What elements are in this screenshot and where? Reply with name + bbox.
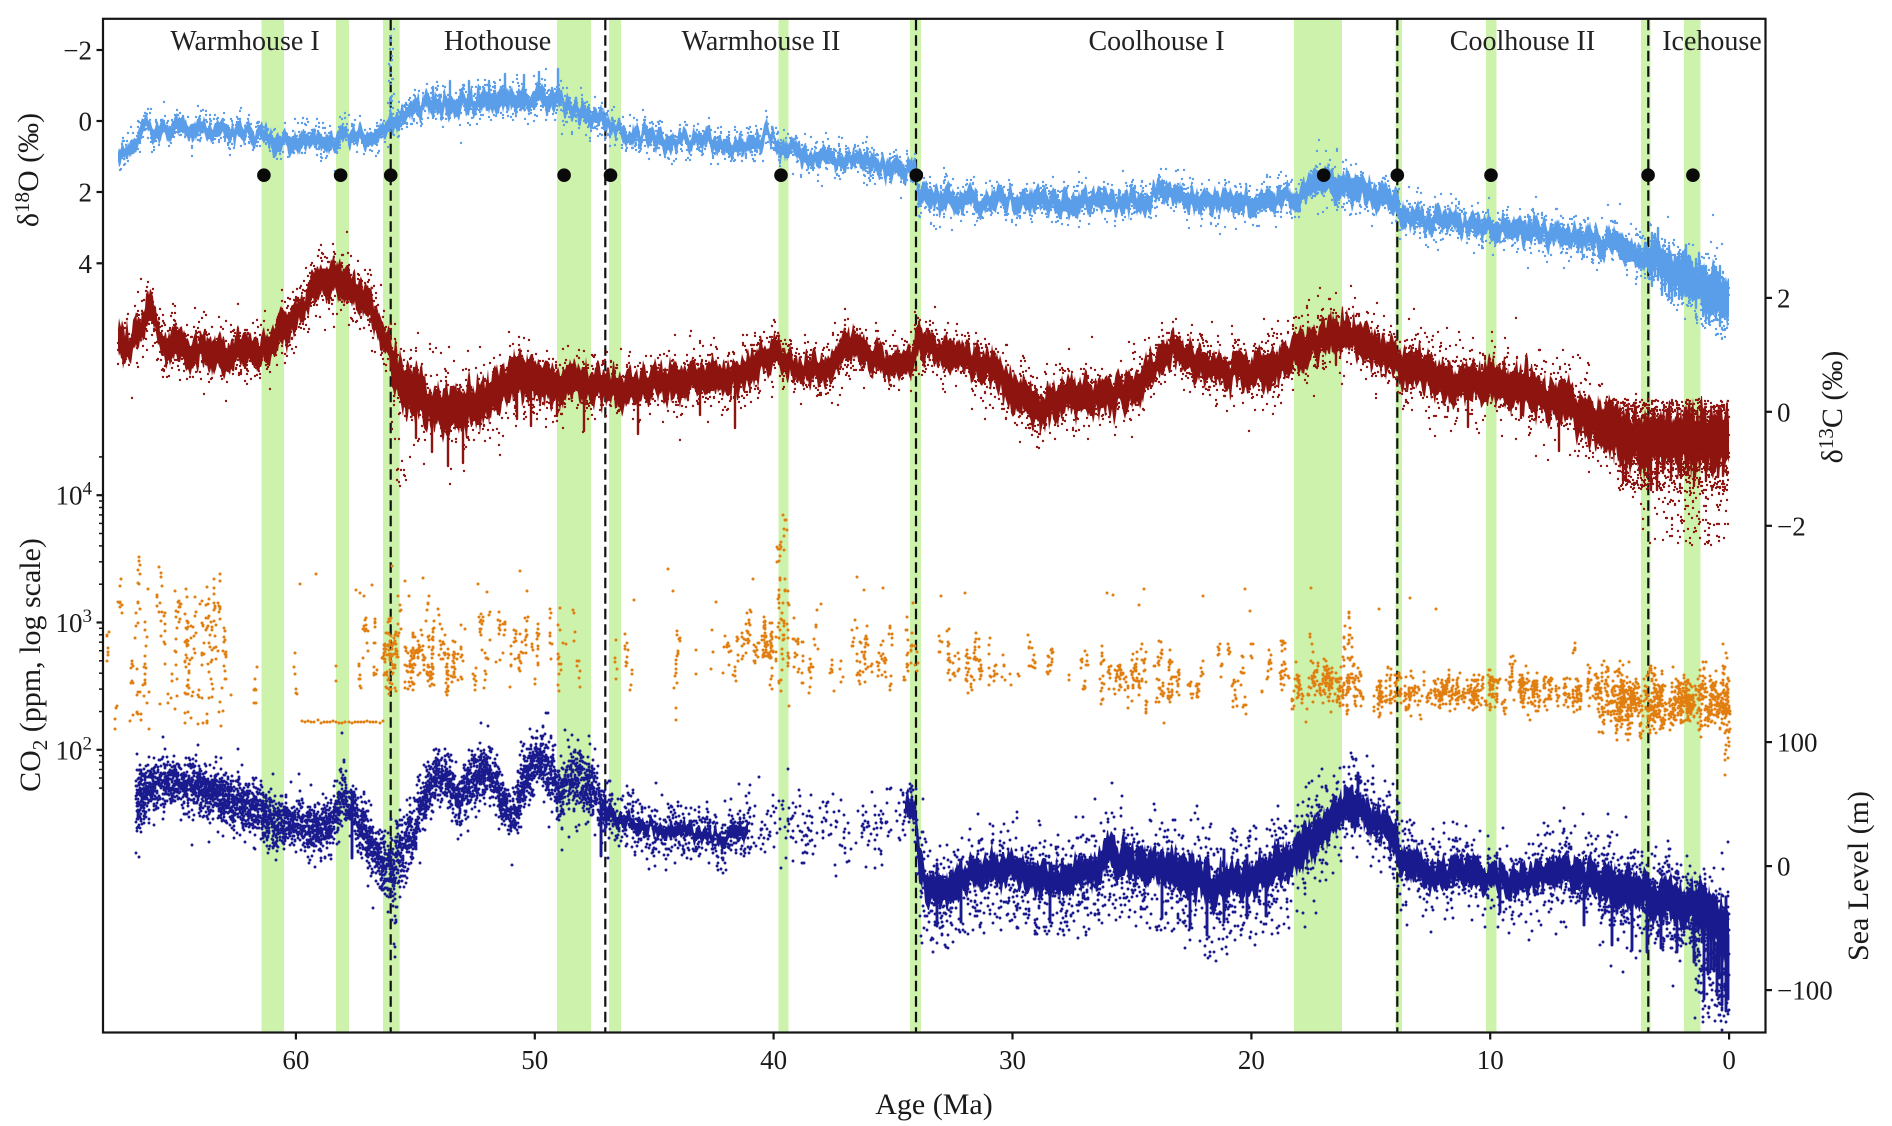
svg-text:60: 60: [282, 1045, 309, 1075]
svg-text:Sea Level (m): Sea Level (m): [1842, 791, 1875, 961]
svg-text:0: 0: [1722, 1045, 1736, 1075]
svg-text:Hothouse: Hothouse: [444, 26, 551, 57]
svg-text:100: 100: [1777, 728, 1818, 758]
svg-text:10: 10: [1477, 1045, 1504, 1075]
svg-text:Icehouse: Icehouse: [1662, 26, 1762, 57]
svg-text:2: 2: [79, 178, 93, 208]
svg-text:−2: −2: [63, 36, 92, 66]
svg-text:Coolhouse I: Coolhouse I: [1088, 26, 1224, 57]
svg-text:0: 0: [1777, 852, 1791, 882]
svg-text:2: 2: [1777, 283, 1791, 313]
svg-text:0: 0: [79, 107, 93, 137]
svg-text:−100: −100: [1777, 976, 1833, 1006]
svg-text:CO2 (ppm, log scale): CO2 (ppm, log scale): [14, 538, 52, 792]
svg-text:4: 4: [79, 249, 93, 279]
svg-text:20: 20: [1238, 1045, 1265, 1075]
svg-text:30: 30: [999, 1045, 1026, 1075]
svg-text:δ13C (‰): δ13C (‰): [1814, 351, 1849, 464]
svg-text:50: 50: [521, 1045, 548, 1075]
svg-text:40: 40: [760, 1045, 787, 1075]
svg-text:Warmhouse II: Warmhouse II: [682, 26, 841, 57]
svg-text:0: 0: [1777, 397, 1791, 427]
svg-text:Warmhouse I: Warmhouse I: [170, 26, 319, 57]
svg-text:−2: −2: [1777, 511, 1806, 541]
svg-text:Age (Ma): Age (Ma): [875, 1088, 992, 1121]
svg-text:Coolhouse II: Coolhouse II: [1450, 26, 1595, 57]
